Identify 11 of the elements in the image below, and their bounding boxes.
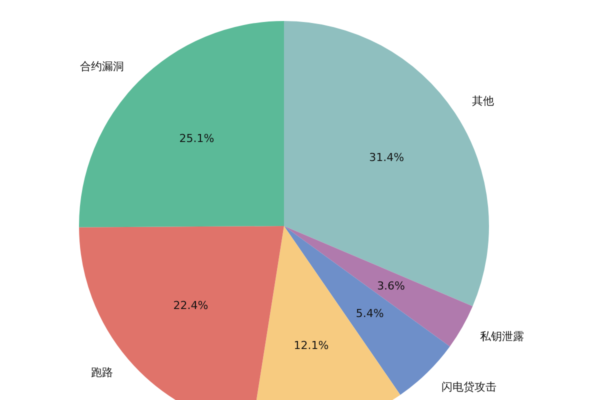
data-label: 3.6% <box>377 279 406 292</box>
data-label: 31.4% <box>369 151 404 164</box>
slice-label: 私钥泄露 <box>480 330 524 343</box>
slice-label: 合约漏洞 <box>80 60 124 73</box>
slice-label: 其他 <box>472 94 494 108</box>
data-label: 22.4% <box>173 299 208 312</box>
slice-label: 跑路 <box>90 366 113 379</box>
slice-label: 闪电贷攻击 <box>441 380 496 394</box>
data-label: 25.1% <box>179 132 214 146</box>
data-label: 12.1% <box>294 338 329 352</box>
data-label: 5.4% <box>356 306 384 320</box>
